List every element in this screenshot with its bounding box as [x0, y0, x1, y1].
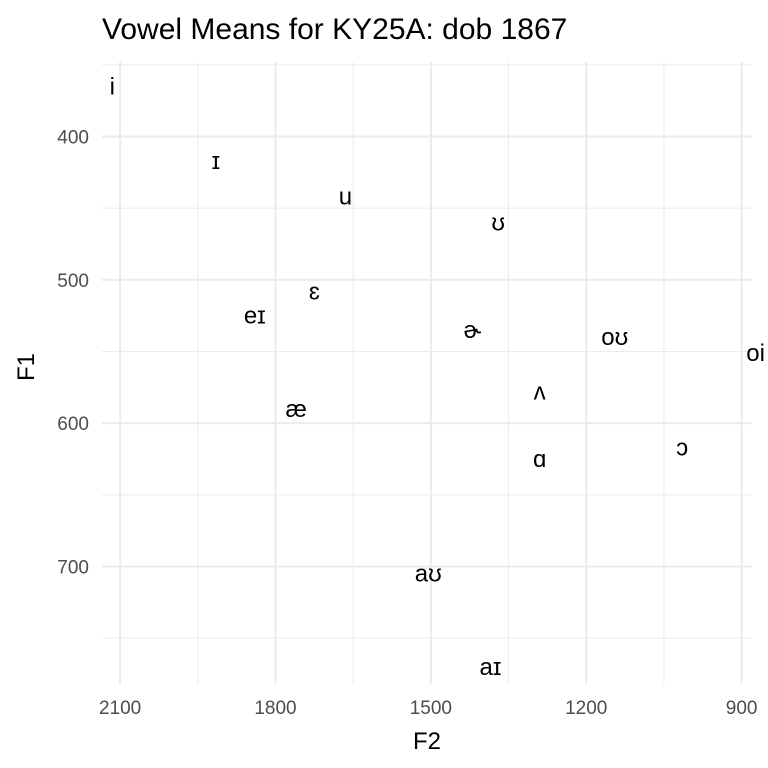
vowel-point-label: eɪ [244, 303, 266, 330]
vowel-point-label: oʊ [601, 324, 628, 351]
vowel-point-label: ʌ [534, 379, 546, 406]
y-tick-label: 700 [57, 557, 89, 578]
chart-title: Vowel Means for KY25A: dob 1867 [102, 13, 567, 46]
y-tick-label: 500 [57, 271, 89, 292]
x-tick-label: 900 [726, 698, 758, 719]
vowel-point-label: ɔ [676, 435, 688, 462]
x-tick-label: 2100 [99, 698, 141, 719]
vowel-point-label: i [110, 73, 115, 100]
y-axis-ticks: 400 500 600 700 [57, 128, 89, 579]
x-axis-ticks: 2100 1800 1500 1200 900 [99, 698, 758, 719]
vowel-point-label: ɚ [463, 317, 481, 344]
x-tick-label: 1200 [565, 698, 607, 719]
vowel-point-label: u [339, 184, 352, 211]
vowel-point-label: ɪ [212, 148, 221, 175]
x-tick-label: 1500 [410, 698, 452, 719]
vowel-point-label: æ [286, 396, 307, 423]
vowel-point-label: oi [746, 340, 765, 367]
x-tick-label: 1800 [254, 698, 296, 719]
vowel-point-label: ʊ [491, 210, 505, 237]
x-axis-title: F2 [413, 728, 441, 755]
vowel-points: i ɪ u ʊ ɛ eɪ ɚ oʊ oi ʌ æ ɔ ɑ aʊ aɪ [110, 73, 765, 680]
y-tick-label: 600 [57, 414, 89, 435]
y-tick-label: 400 [57, 128, 89, 149]
vowel-point-label: aɪ [480, 654, 502, 681]
vowel-point-label: aʊ [415, 561, 442, 588]
vowel-point-label: ɑ [533, 446, 546, 473]
plot-panel: i ɪ u ʊ ɛ eɪ ɚ oʊ oi ʌ æ ɔ ɑ aʊ aɪ [102, 62, 765, 684]
vowel-point-label: ɛ [309, 278, 320, 305]
gridlines [102, 62, 752, 684]
y-axis-title: F1 [13, 353, 40, 381]
